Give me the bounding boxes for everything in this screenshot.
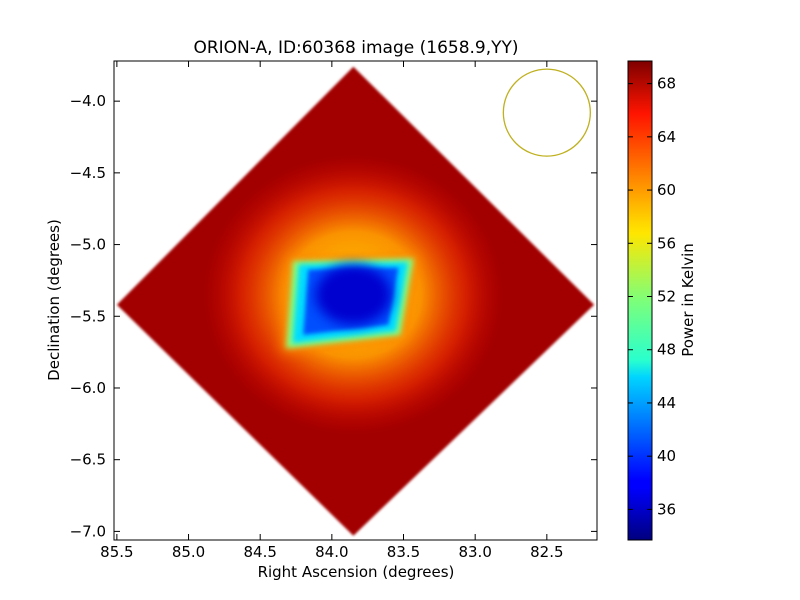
x-tick-label: 85.0 [172,543,205,561]
colorbar-tick-label: 52 [657,288,676,306]
x-tick-label: 84.0 [315,543,348,561]
y-tick-label: −5.0 [70,236,106,254]
y-axis-label: Declination (degrees) [45,219,63,381]
y-tick-label: −6.0 [70,379,106,397]
colorbar-tick-label: 64 [657,128,676,146]
chart-title: ORION-A, ID:60368 image (1658.9,YY) [193,38,518,58]
x-tick-label: 83.0 [458,543,491,561]
colorbar-tick-label: 56 [657,234,676,252]
colorbar-tick-label: 36 [657,500,676,518]
colorbar-gradient [628,61,652,540]
beam-circle [502,68,591,157]
colorbar-tick-label: 44 [657,394,676,412]
colorbar-tick-label: 68 [657,75,676,93]
x-tick-label: 84.5 [243,543,276,561]
colorbar: 36 40 44 48 52 56 60 64 68 Power in Kelvin [627,60,697,541]
y-tick-label: −5.5 [70,307,106,325]
colorbar-label: Power in Kelvin [679,243,697,357]
heatmap-image [116,66,595,536]
x-tick-label: 85.5 [100,543,133,561]
colorbar-tick-label: 60 [657,181,676,199]
y-axis: −4.0 −4.5 −5.0 −5.5 −6.0 −6.5 −7.0 [70,92,597,540]
colorbar-tick-label: 40 [657,447,676,465]
y-tick-label: −4.0 [70,92,106,110]
x-tick-label: 83.5 [387,543,420,561]
colorbar-tick-label: 48 [657,341,676,359]
depression-core [315,264,392,325]
y-tick-label: −6.5 [70,451,106,469]
axes-frame [113,60,598,541]
y-tick-label: −4.5 [70,164,106,182]
x-axis-label: Right Ascension (degrees) [258,563,455,581]
x-tick-label: 82.5 [530,543,563,561]
y-tick-label: −7.0 [70,522,106,540]
colorbar-frame [627,60,653,541]
x-axis: 85.5 85.0 84.5 84.0 83.5 83.0 82.5 [100,61,564,561]
